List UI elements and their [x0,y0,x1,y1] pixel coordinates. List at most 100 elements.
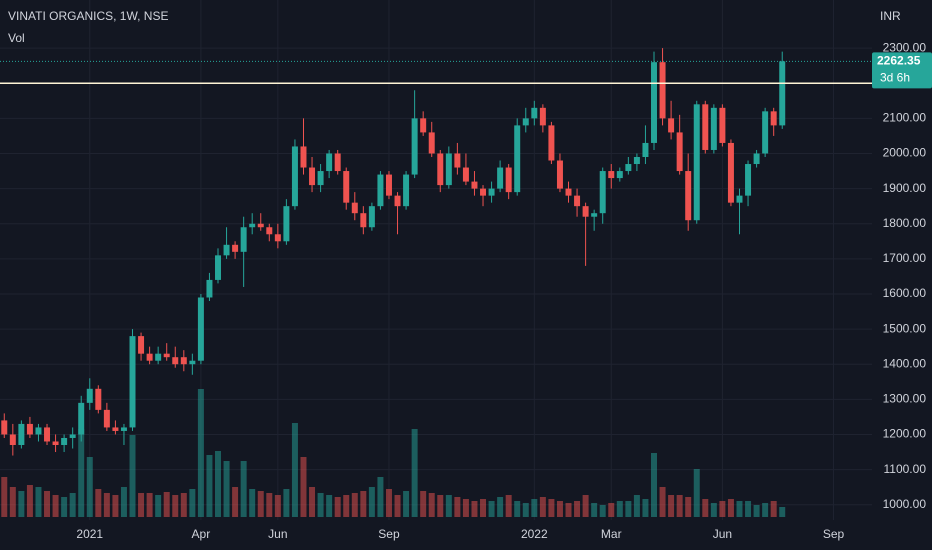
candle-body [462,167,469,182]
volume-bar [266,493,273,517]
volume-bar [61,497,68,517]
candle-body [471,181,478,189]
y-tick-label: 1900.00 [883,181,927,195]
volume-layer [1,389,786,517]
x-tick-label: Apr [192,527,211,541]
volume-bar [155,495,162,517]
volume-bar [146,493,153,517]
volume-bar [103,493,110,517]
candle-body [1,420,8,435]
candle-body [309,167,316,186]
candle-body [599,171,606,214]
volume-bar [462,499,469,517]
last-price-box [872,52,932,89]
volume-bar [180,493,187,517]
candle-body [685,171,692,221]
volume-bar [326,495,333,517]
grid [0,0,872,520]
candle-body [351,202,358,214]
candle-body [770,111,777,126]
x-tick-label: Mar [601,527,622,541]
volume-bar [745,501,752,517]
volume-bar [163,492,170,517]
candle-body [625,164,632,172]
volume-bar [223,461,230,517]
volume-bar [249,489,256,517]
y-tick-label: 1200.00 [883,427,927,441]
candle-body [454,153,461,168]
y-tick-label: 2300.00 [883,40,927,54]
candle-body [120,427,127,431]
candle-body [368,206,375,228]
volume-bar [18,491,25,517]
volume-bar [172,495,179,517]
candle-body [197,297,204,361]
volume-bar [556,501,563,517]
volume-bar [283,489,290,517]
candle-body [274,234,281,242]
volume-bar [411,429,418,517]
candle-body [9,434,16,445]
volume-bar [539,497,546,517]
volume-bar [753,505,760,517]
candle-body [385,174,392,196]
candle-layer [1,48,786,456]
candle-body [719,107,726,143]
volume-bar [565,503,572,517]
candle-body [326,153,333,172]
x-tick-label: Jun [713,527,732,541]
volume-bar [591,503,598,517]
candle-body [95,388,102,410]
candle-body [232,244,239,252]
candle-body [582,206,589,217]
candle-body [411,118,418,175]
candle-body [223,244,230,256]
candle-body [522,118,529,126]
volume-bar [676,495,683,517]
candle-body [745,164,752,196]
candle-body [727,142,734,203]
volume-bar [779,507,786,517]
y-tick-label: 1300.00 [883,392,927,406]
candle-body [642,142,649,157]
y-tick-label: 1700.00 [883,251,927,265]
volume-bar [351,493,358,517]
volume-bar [420,491,427,517]
candle-body [155,353,162,361]
candle-body [317,171,324,186]
volume-bar [428,493,435,517]
x-tick-label: 2021 [76,527,103,541]
candle-body [300,146,307,168]
candle-body [44,427,51,442]
candle-body [394,195,401,207]
volume-bar [44,491,51,517]
volume-bar [189,489,196,517]
candle-body [78,402,85,435]
candle-body [189,360,196,365]
volume-bar [385,489,392,517]
volume-bar [368,487,375,517]
candle-body [710,107,717,150]
volume-bar [403,491,410,517]
volume-bar [668,495,675,517]
volume-bar [497,497,504,517]
candle-body [668,118,675,133]
candle-body [266,227,273,235]
volume-bar [522,503,529,517]
volume-bar [480,499,487,517]
volume-bar [197,389,204,517]
y-tick-label: 1600.00 [883,286,927,300]
y-tick-label: 1800.00 [883,216,927,230]
candle-body [428,132,435,154]
x-tick-label: Sep [823,527,845,541]
candle-body [61,437,68,445]
y-tick-label: 1500.00 [883,321,927,335]
volume-bar [69,493,76,517]
volume-bar [633,495,640,517]
candle-body [591,213,598,217]
y-tick-label: 1400.00 [883,356,927,370]
candle-body [616,171,623,179]
candle-body [505,167,512,193]
candle-body [377,174,384,207]
